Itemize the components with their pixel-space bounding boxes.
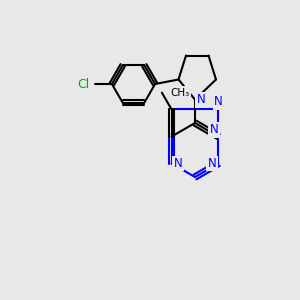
Text: CH₃: CH₃ — [171, 88, 190, 98]
Text: N: N — [207, 157, 216, 170]
Text: N: N — [196, 93, 206, 106]
Text: N: N — [214, 95, 223, 109]
Text: N: N — [209, 123, 218, 136]
Text: N: N — [174, 157, 183, 170]
Text: Cl: Cl — [77, 77, 89, 91]
